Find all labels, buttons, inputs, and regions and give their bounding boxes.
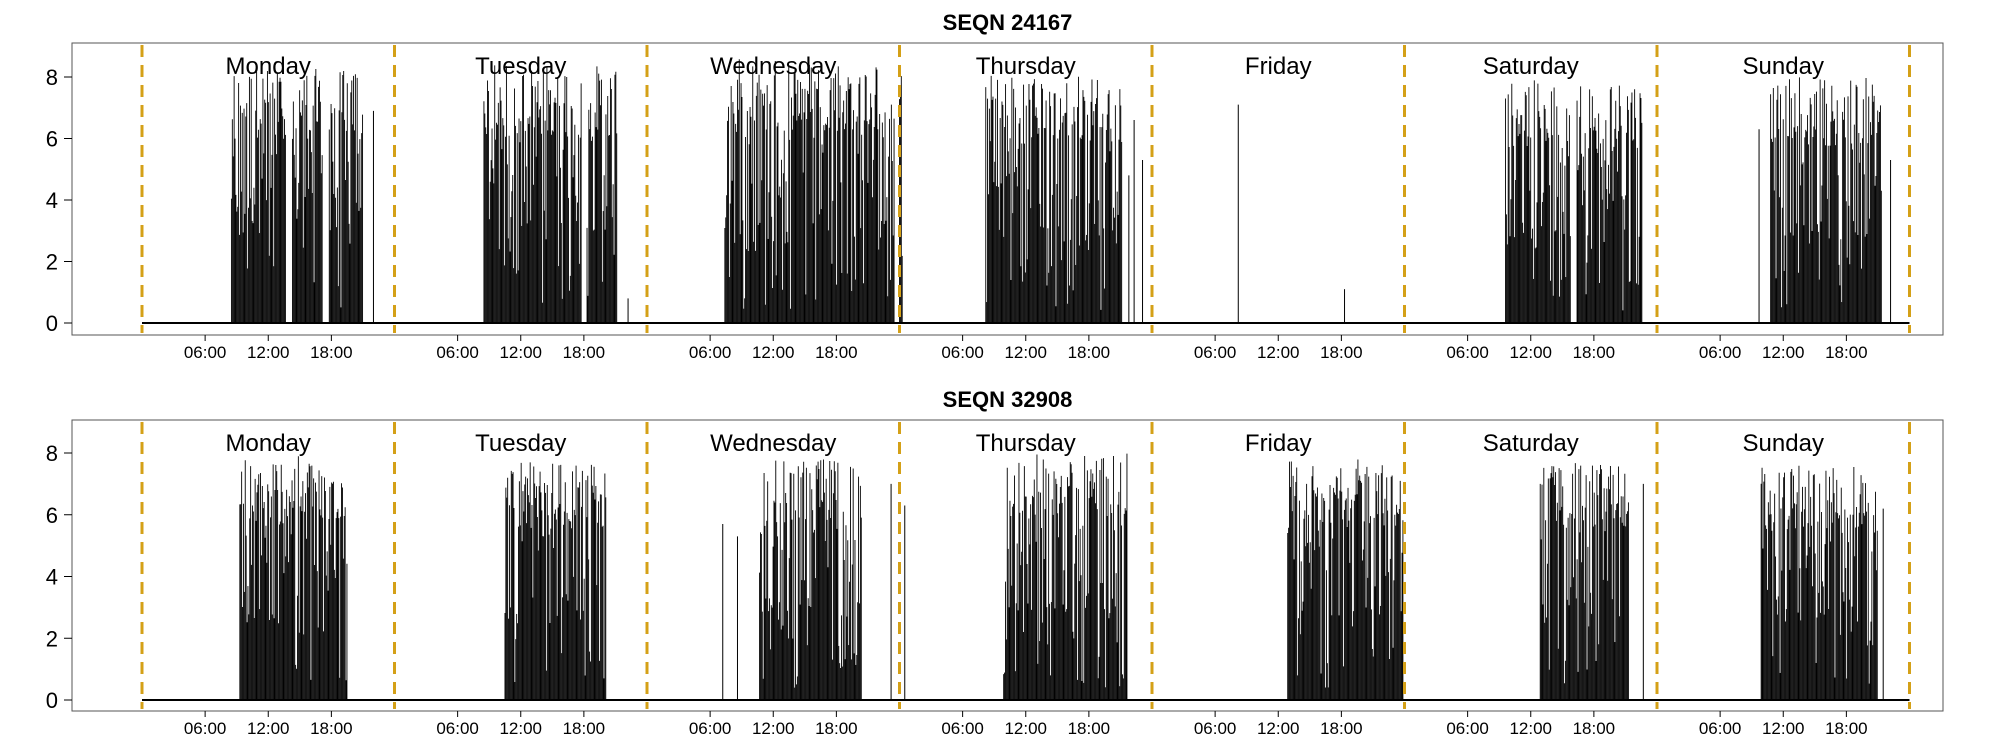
x-tick-label: 18:00 [1825,343,1868,362]
x-tick-label: 06:00 [1699,719,1742,738]
x-tick-label: 18:00 [1573,719,1616,738]
day-activity-monday [239,456,348,700]
x-tick-label: 12:00 [499,719,542,738]
x-tick-label: 06:00 [184,719,227,738]
x-tick-label: 12:00 [1762,343,1805,362]
x-tick-label: 06:00 [1699,343,1742,362]
x-tick-label: 12:00 [1509,719,1552,738]
x-tick-label: 18:00 [1320,343,1363,362]
day-label-monday: Monday [226,53,311,80]
x-tick-label: 06:00 [436,719,479,738]
x-tick-label: 12:00 [1004,343,1047,362]
day-activity-thursday [904,453,1128,700]
day-label-thursday: Thursday [976,53,1076,80]
panel-title: SEQN 24167 [943,10,1073,35]
x-tick-label: 12:00 [1004,719,1047,738]
x-tick-label: 12:00 [247,343,290,362]
x-tick-label: 18:00 [1573,343,1616,362]
x-tick-label: 18:00 [310,719,353,738]
day-activity-sunday [1758,77,1892,323]
x-tick-label: 06:00 [1446,719,1489,738]
activity-bars [239,453,1884,700]
day-label-sunday: Sunday [1743,430,1824,457]
x-tick-label: 12:00 [1257,343,1300,362]
day-label-friday: Friday [1245,53,1312,80]
x-tick-label: 18:00 [1825,719,1868,738]
day-label-friday: Friday [1245,430,1312,457]
day-label-tuesday: Tuesday [475,430,566,457]
y-tick-label: 2 [46,626,58,651]
day-activity-wednesday [724,59,895,323]
x-tick-label: 06:00 [1194,719,1237,738]
activity-bars [230,59,1892,323]
day-activity-friday [1237,104,1346,323]
day-label-wednesday: Wednesday [710,53,836,80]
day-label-wednesday: Wednesday [710,430,836,457]
x-tick-label: 06:00 [941,343,984,362]
y-tick-label: 6 [46,503,58,528]
x-tick-label: 18:00 [815,719,858,738]
y-tick-label: 4 [46,565,58,590]
y-tick-label: 0 [46,688,58,713]
x-tick-label: 06:00 [689,343,732,362]
x-tick-label: 12:00 [499,343,542,362]
y-tick-label: 2 [46,250,58,275]
day-activity-tuesday [483,65,629,323]
y-tick-label: 8 [46,65,58,90]
y-tick-label: 8 [46,441,58,466]
x-tick-label: 18:00 [563,343,606,362]
y-tick-label: 4 [46,188,58,213]
plot-frame [71,419,1944,712]
x-tick-label: 06:00 [184,343,227,362]
x-tick-label: 18:00 [1068,343,1111,362]
x-tick-label: 06:00 [941,719,984,738]
x-tick-label: 18:00 [310,343,353,362]
x-tick-label: 12:00 [1762,719,1805,738]
x-tick-label: 12:00 [247,719,290,738]
day-label-monday: Monday [226,430,311,457]
panel-2: SEQN 32908 0 2 4 6 8 Monday Tuesday Wednesday Thu… [46,387,1944,738]
x-tick-label: 12:00 [752,343,795,362]
day-label-thursday: Thursday [976,430,1076,457]
x-tick-label: 18:00 [815,343,858,362]
x-tick-label: 18:00 [563,719,606,738]
day-label-sunday: Sunday [1743,53,1824,80]
x-tick-label: 06:00 [1194,343,1237,362]
x-tick-label: 06:00 [436,343,479,362]
plot-frame [71,42,1944,336]
day-activity-saturday [1505,80,1643,323]
panel-title: SEQN 32908 [943,387,1073,412]
x-tick-label: 06:00 [1446,343,1489,362]
x-tick-label: 18:00 [1068,719,1111,738]
day-activity-saturday [1539,463,1644,700]
day-activity-sunday [1760,465,1884,700]
day-activity-monday [230,68,374,323]
day-label-saturday: Saturday [1483,430,1579,457]
day-activity-thursday [899,75,1144,323]
x-tick-label: 12:00 [1509,343,1552,362]
x-tick-label: 18:00 [1320,719,1363,738]
day-label-saturday: Saturday [1483,53,1579,80]
x-tick-label: 12:00 [752,719,795,738]
day-activity-tuesday [504,462,607,700]
day-activity-wednesday [722,459,892,700]
x-tick-label: 06:00 [689,719,732,738]
x-tick-label: 12:00 [1257,719,1300,738]
y-tick-label: 6 [46,127,58,152]
day-label-tuesday: Tuesday [475,53,566,80]
panel-1: SEQN 24167 0 2 4 6 8 Monday Tuesday Wednesday Thu… [46,10,1944,362]
y-tick-label: 0 [46,311,58,336]
day-activity-friday [1287,459,1404,700]
